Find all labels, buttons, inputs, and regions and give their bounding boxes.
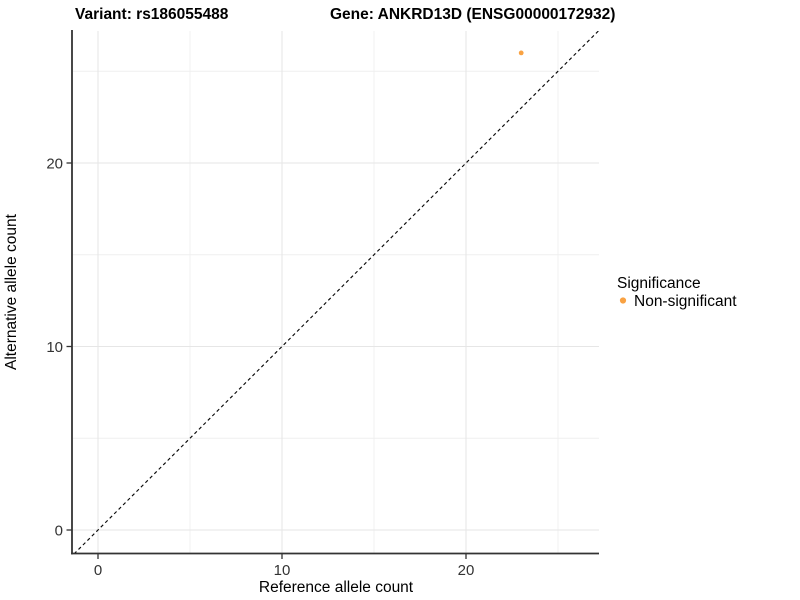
plot-title-variant: Variant: rs186055488 xyxy=(75,6,229,23)
x-axis-title: Reference allele count xyxy=(259,579,414,596)
y-axis-title: Alternative allele count xyxy=(3,213,20,370)
major-gridlines xyxy=(73,31,599,553)
minor-gridlines xyxy=(73,31,599,553)
x-tick-label: 10 xyxy=(274,562,291,579)
legend-title: Significance xyxy=(617,275,701,292)
plot-title-gene: Gene: ANKRD13D (ENSG00000172932) xyxy=(330,6,615,23)
y-tick-label: 20 xyxy=(46,155,63,172)
axis-ticks: 0 10 20 0 10 20 xyxy=(46,155,474,579)
legend: Significance Non-significant xyxy=(617,275,737,310)
x-tick-label: 20 xyxy=(458,562,475,579)
y-tick-label: 10 xyxy=(46,339,63,356)
data-point xyxy=(518,50,524,56)
legend-point-icon xyxy=(619,297,627,304)
y-tick-label: 0 xyxy=(55,522,63,539)
x-tick-label: 0 xyxy=(94,562,102,579)
legend-item-label: Non-significant xyxy=(634,293,737,310)
data-points-layer xyxy=(518,50,524,56)
